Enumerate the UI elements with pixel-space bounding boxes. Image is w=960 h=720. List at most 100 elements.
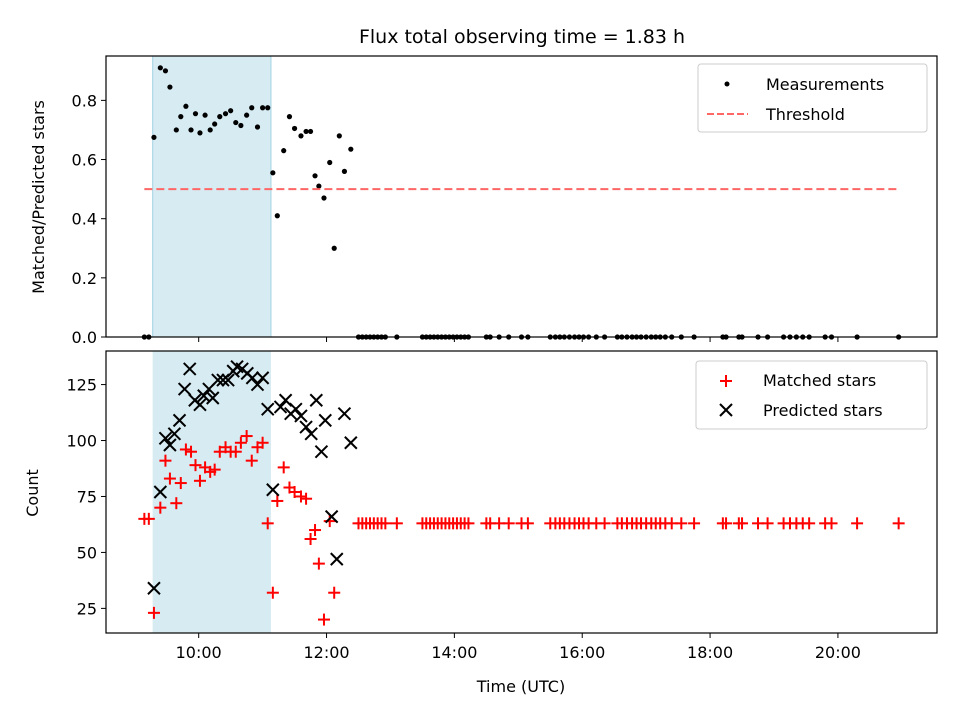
measurement-point [173, 127, 179, 133]
matched-star-point [271, 494, 284, 507]
legend-matched-label: Matched stars [763, 371, 876, 390]
predicted-star-point [337, 406, 352, 421]
matched-star-point [688, 517, 701, 530]
matched-star-point [229, 445, 242, 458]
matched-star-point [163, 472, 176, 485]
matched-star-point [277, 461, 290, 474]
predicted-star-point [289, 402, 303, 416]
predicted-star-point [324, 509, 339, 524]
matched-star-point [851, 517, 864, 530]
measurement-point [331, 245, 337, 251]
x-tick-label: 10:00 [176, 643, 222, 662]
matched-star-point [170, 497, 183, 510]
measurement-point [228, 108, 234, 114]
predicted-star-point [344, 436, 358, 450]
bottom-xlabel: Time (UTC) [476, 677, 565, 696]
matched-star-point [300, 492, 313, 505]
bottom-panel-marks [138, 359, 905, 626]
matched-star-point [736, 517, 749, 530]
matched-star-point [803, 517, 816, 530]
matched-star-point [328, 586, 341, 599]
predicted-star-point [304, 427, 318, 441]
x-tick-label: 14:00 [431, 643, 477, 662]
matched-star-point [174, 477, 187, 490]
measurement-point [321, 195, 327, 201]
measurement-point [183, 103, 189, 109]
y-tick-label: 0.4 [72, 210, 97, 229]
top-ylabel: Matched/Predicted stars [29, 100, 48, 294]
matched-star-point [317, 613, 330, 626]
matched-star-point [185, 445, 198, 458]
measurement-point [244, 112, 250, 118]
y-tick-label: 0.6 [72, 151, 97, 170]
measurement-point [254, 124, 261, 130]
legend-measurements-marker [724, 81, 730, 87]
matched-star-point [675, 517, 688, 530]
axes-frame [105, 350, 938, 634]
measurement-point [178, 114, 184, 120]
predicted-star-point [193, 398, 207, 412]
legend-measurements-label: Measurements [766, 75, 884, 94]
matched-star-point [312, 557, 325, 570]
legend-predicted-marker [719, 403, 733, 417]
matched-star-point [892, 517, 905, 530]
measurement-point [217, 114, 223, 120]
top-panel-axes: 0.0 0.2 0.4 0.6 0.8 [72, 55, 938, 347]
matched-star-point [142, 512, 155, 525]
bottom-ylabel: Count [23, 469, 42, 517]
predicted-star-point [153, 485, 168, 499]
matched-star-point [390, 517, 403, 530]
predicted-star-point [294, 409, 308, 423]
matched-star-point [309, 524, 322, 537]
legend-threshold-label: Threshold [765, 105, 845, 124]
matched-star-point [720, 517, 733, 530]
predicted-star-point [330, 552, 344, 566]
matched-star-point [147, 606, 160, 619]
matched-star-point [598, 517, 611, 530]
predicted-star-point [147, 581, 161, 595]
matched-star-point [256, 436, 269, 449]
bottom-panel-axes: 25 50 75 100 125 10:00 12:00 14:00 16:00 18:00 20:… [66, 350, 938, 662]
measurement-point [312, 173, 318, 179]
y-tick-label: 100 [66, 432, 97, 451]
top-legend: Measurements Threshold [697, 63, 928, 133]
y-tick-label: 50 [77, 543, 97, 562]
matched-star-point [294, 490, 307, 503]
predicted-star-point [167, 427, 182, 441]
axes-frame [105, 55, 938, 338]
chart-title: Flux total observing time = 1.83 h [359, 26, 685, 48]
y-tick-label: 75 [77, 487, 97, 506]
measurement-point [348, 146, 354, 152]
matched-star-point [179, 443, 192, 456]
predicted-star-point [266, 483, 280, 497]
predicted-star-point [158, 431, 173, 445]
matched-star-point [521, 517, 534, 530]
predicted-star-point [314, 445, 329, 459]
y-tick-label: 0.8 [72, 91, 97, 110]
matched-star-point [193, 474, 206, 487]
measurement-point [260, 105, 266, 111]
matched-star-point [240, 430, 253, 443]
predicted-star-point [211, 373, 225, 387]
measurement-point [336, 133, 342, 139]
measurement-point [151, 134, 157, 140]
measurement-point [192, 111, 199, 117]
matched-star-point [379, 517, 392, 530]
measurement-point [162, 68, 169, 74]
measurement-point [222, 111, 229, 117]
predicted-star-point [318, 413, 332, 428]
y-tick-label: 0.0 [72, 328, 97, 347]
measurement-point [249, 105, 255, 111]
matched-star-point [323, 515, 336, 528]
matched-star-point [245, 454, 258, 467]
measurement-point [202, 112, 208, 118]
x-tick-label: 20:00 [815, 643, 861, 662]
measurement-point [303, 128, 309, 135]
x-tick-label: 16:00 [559, 643, 605, 662]
predicted-star-point [183, 362, 197, 376]
matched-star-point [159, 454, 172, 467]
x-tick-label: 12:00 [303, 643, 349, 662]
bottom-legend: Matched stars Predicted stars [695, 360, 928, 430]
top-panel: 0.00.20.40.60.8 Matched/Predicted stars … [29, 55, 938, 347]
matched-star-point [234, 436, 247, 449]
